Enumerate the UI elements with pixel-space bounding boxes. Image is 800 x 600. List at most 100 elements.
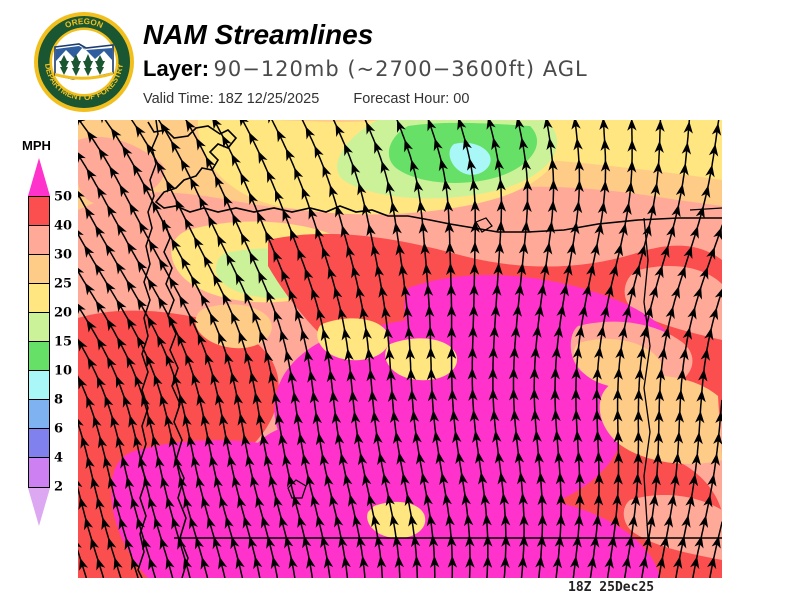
streamline-arrow-icon [691, 452, 701, 466]
streamline-arrow-icon [105, 281, 116, 295]
streamline-arrow-icon [284, 535, 294, 549]
streamline-arrow-icon [443, 199, 454, 213]
streamline-arrow-icon [455, 451, 465, 465]
streamline-arrow-icon [660, 245, 670, 259]
streamline-arrow-icon [618, 325, 628, 339]
streamline-arrow-icon [219, 495, 229, 509]
streamline-arrow-icon [314, 145, 324, 159]
streamline-arrow-icon [550, 367, 560, 380]
streamline-arrow-icon [136, 335, 147, 349]
colorbar-segment-30to40 [29, 226, 49, 255]
streamline-arrow-icon [654, 265, 664, 279]
streamline-arrow-icon [627, 139, 637, 152]
streamline-arrow-icon [578, 304, 588, 318]
streamline-arrow-icon [320, 328, 331, 342]
streamline-arrow-icon [613, 472, 623, 485]
streamline-arrow-icon [173, 455, 183, 469]
streamline-arrow-icon [707, 473, 717, 487]
streamline-arrow-icon [663, 514, 674, 528]
streamline-arrow-icon [676, 368, 687, 381]
streamline-arrow-icon [180, 158, 191, 172]
streamline-arrow-icon [370, 410, 380, 424]
streamline-arrow-icon [78, 264, 85, 278]
streamline-arrow-icon [235, 272, 245, 286]
streamline-arrow-icon [319, 453, 330, 467]
streamline-arrow-icon [709, 307, 719, 321]
streamline-arrow-icon [385, 493, 395, 507]
streamline-arrow-icon [109, 165, 120, 179]
streamline-arrow-icon [685, 494, 695, 508]
streamline-arrow-icon [331, 411, 342, 425]
streamline-arrow-icon [446, 325, 457, 338]
streamline-arrow-icon [273, 249, 283, 263]
streamline-arrow-icon [335, 204, 345, 218]
streamline-arrow-icon [285, 148, 296, 162]
streamline-arrow-icon [592, 409, 602, 422]
streamline-arrow-icon [258, 330, 268, 344]
streamline-arrow-icon [537, 492, 547, 506]
streamline-arrow-icon [694, 535, 704, 549]
streamline-arrow-icon [341, 327, 351, 341]
streamline-arrow-icon [359, 306, 369, 320]
streamline-arrow-icon [713, 432, 722, 445]
streamline-arrow-icon [86, 319, 97, 333]
streamline-arrow-icon [470, 241, 480, 254]
streamline-arrow-icon [493, 262, 503, 275]
streamline-arrow-icon [548, 158, 558, 171]
streamline-arrow-icon [403, 305, 413, 318]
streamline-arrow-icon [704, 327, 714, 341]
streamline-arrow-icon [215, 392, 225, 406]
streamline-arrow-icon [630, 493, 641, 507]
streamline-arrow-icon [556, 304, 566, 318]
streamline-arrow-icon [385, 347, 395, 361]
streamline-arrow-icon [381, 305, 391, 319]
streamline-arrow-icon [122, 145, 133, 159]
streamline-arrow-icon [357, 452, 368, 466]
colorbar-segment-40to50 [29, 197, 49, 226]
streamline-arrow-icon [633, 451, 643, 464]
streamline-arrow-icon [200, 556, 210, 570]
streamline-arrow-icon [377, 452, 387, 466]
streamline-arrow-icon [412, 555, 422, 568]
streamline-arrow-icon [495, 220, 506, 233]
streamline-arrow-icon [510, 325, 521, 338]
streamline-arrow-icon [532, 325, 542, 338]
streamline-arrow-icon [338, 452, 348, 466]
streamline-arrow-icon [346, 369, 356, 382]
streamline-arrow-icon [710, 453, 720, 466]
streamline-arrow-icon [594, 451, 604, 464]
streamline-arrow-icon [118, 517, 128, 531]
streamline-arrow-icon [177, 536, 187, 550]
streamline-arrow-icon [293, 411, 303, 425]
streamline-arrow-icon [551, 409, 561, 422]
streamline-arrow-icon [161, 219, 172, 233]
streamline-arrow-icon [633, 409, 644, 422]
streamline-arrow-icon [622, 305, 632, 319]
streamline-arrow-icon [543, 120, 553, 130]
streamline-arrow-icon [468, 388, 478, 401]
streamline-arrow-icon [201, 496, 211, 509]
streamline-arrow-icon [515, 120, 525, 130]
streamline-arrow-icon [95, 300, 107, 314]
streamline-arrow-icon [197, 332, 207, 346]
streamline-arrow-icon [713, 227, 722, 241]
streamline-arrow-icon [593, 346, 604, 359]
streamline-arrow-icon [566, 242, 577, 256]
streamline-arrow-icon [401, 284, 411, 298]
streamline-arrow-icon [592, 514, 602, 527]
streamline-arrow-icon [78, 150, 86, 164]
streamline-arrow-icon [682, 327, 692, 340]
streamline-arrow-icon [307, 370, 317, 383]
streamline-arrow-icon [470, 220, 480, 233]
streamline-map[interactable] [78, 120, 722, 578]
streamline-arrow-icon [446, 346, 457, 359]
streamline-arrow-icon [410, 534, 421, 548]
streamline-arrow-icon [661, 326, 671, 340]
streamline-arrow-icon [147, 316, 158, 330]
streamline-arrow-icon [593, 430, 603, 443]
streamline-arrow-icon [124, 537, 134, 551]
streamline-arrow-icon [519, 513, 529, 526]
streamline-arrow-icon [467, 367, 477, 380]
colorbar-segment-15to20 [29, 313, 49, 342]
streamline-arrow-icon [438, 158, 448, 172]
